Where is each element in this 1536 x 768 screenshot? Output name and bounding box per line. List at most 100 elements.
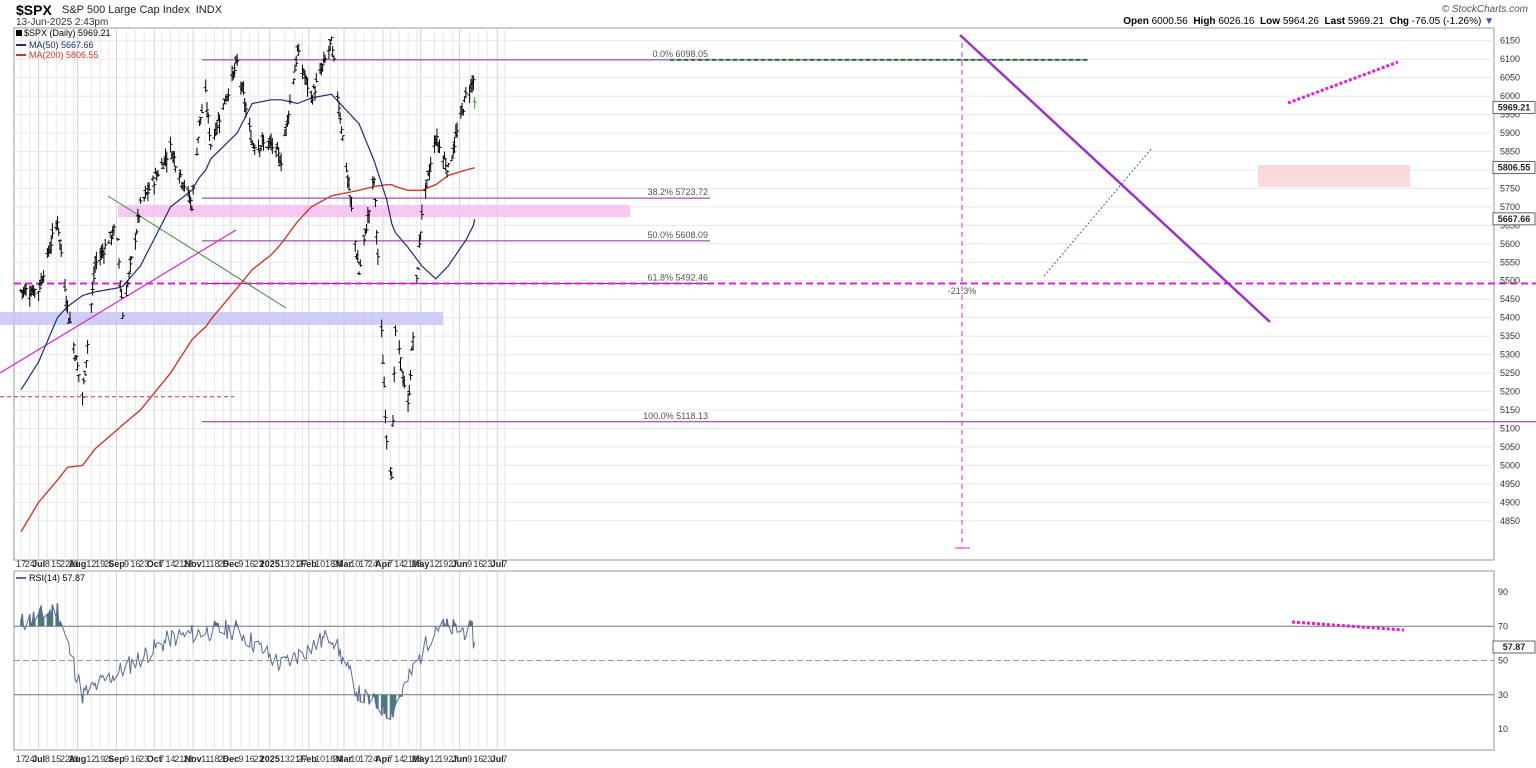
x-tick-label: 24 [333, 559, 343, 569]
x-tick-label-rsi: 10 [315, 754, 325, 764]
legend-rsi: RSI(14) 57.87 [29, 573, 85, 583]
axes: 17172424JulJul88151522222929AugAug121219… [16, 36, 1536, 764]
x-tick-label: 19 [438, 559, 448, 569]
x-tick-label-rsi: 24 [333, 754, 343, 764]
x-tick-label-rsi: Oct [147, 754, 162, 764]
legend-ma200: MA(200) 5806.55 [29, 50, 99, 60]
y-tick-label: 5050 [1500, 442, 1520, 452]
x-tick-label: 28 [183, 559, 193, 569]
resistance-zone-pink [118, 205, 630, 217]
x-tick-label-rsi: 17 [359, 754, 369, 764]
y-tick-label: 4950 [1500, 479, 1520, 489]
low-label: Low [1260, 16, 1281, 27]
ma200-badge: 5806.55 [1498, 163, 1531, 173]
high-label: High [1193, 16, 1216, 27]
chg-label: Chg [1389, 16, 1410, 27]
pink-uptrend-line [0, 229, 237, 374]
x-tick-label: Jul [491, 559, 504, 569]
x-tick-label-rsi: Nov [185, 754, 202, 764]
y-tick-label: 5650 [1500, 220, 1520, 230]
x-tick-label-rsi: 17 [16, 754, 26, 764]
x-tick-label-rsi: 24 [368, 754, 378, 764]
price-legend-swatch [16, 30, 22, 36]
x-tick-label-rsi: 11 [201, 754, 210, 764]
y-tick-label: 4900 [1500, 497, 1520, 507]
x-tick-label: 7 [159, 559, 164, 569]
open-label: Open [1123, 16, 1149, 27]
x-tick-label: 12 [429, 559, 439, 569]
y-tick-label: 5450 [1500, 294, 1520, 304]
y-tick-label: 5500 [1500, 276, 1520, 286]
x-tick-label: 7 [388, 559, 393, 569]
legend: $SPX (Daily) 5969.21 MA(50) 5667.66 MA(2… [16, 28, 111, 583]
x-tick-label: 25 [218, 559, 228, 569]
y-tick-label: 5900 [1500, 128, 1520, 138]
x-tick-label-rsi: 7 [159, 754, 164, 764]
x-tick-label: 9 [124, 559, 129, 569]
rsi-badge-box [1492, 640, 1536, 654]
drawdown-label: -21.3% [948, 286, 977, 296]
fib-label: 61.8% 5492.46 [647, 273, 708, 283]
x-tick-label: 16 [245, 559, 255, 569]
x-tick-label: Dec [223, 559, 240, 569]
zones [0, 165, 1410, 325]
last-label: Last [1324, 16, 1346, 27]
y-tick-label: 6150 [1500, 36, 1520, 46]
y-tick-label: 6000 [1500, 91, 1520, 101]
x-tick-label: 23 [482, 559, 492, 569]
y-tick-label: 5350 [1500, 331, 1520, 341]
x-tick-label-rsi: 13 [280, 754, 290, 764]
rsi-y-tick-label: 50 [1498, 656, 1508, 666]
chart-date: 13-Jun-2025 2:43pm [16, 17, 109, 28]
x-tick-label: 18 [210, 559, 220, 569]
x-tick-label: 17 [359, 559, 369, 569]
rsi-y-tick-label: 90 [1498, 587, 1508, 597]
x-tick-label-rsi: 27 [297, 754, 307, 764]
x-tick-label-rsi: 16 [473, 754, 483, 764]
x-tick-label-rsi: Aug [69, 754, 87, 764]
y-tick-label: 5850 [1500, 146, 1520, 156]
y-tick-label: 5250 [1500, 368, 1520, 378]
x-tick-label: Jun [452, 559, 468, 569]
high-value: 6026.16 [1218, 16, 1255, 27]
y-tick-label: 6050 [1500, 73, 1520, 83]
y-tick-label: 5750 [1500, 183, 1520, 193]
rsi-panel [14, 603, 1494, 721]
x-tick-label-rsi: 7 [502, 754, 507, 764]
ma200-badge-box [1492, 161, 1536, 175]
x-tick-label-rsi: 21 [403, 754, 413, 764]
x-tick-label-rsi: 12 [86, 754, 96, 764]
x-tick-label-rsi: 22 [60, 754, 70, 764]
x-tick-label-rsi: Apr [375, 754, 391, 764]
purple-downtrend-line [959, 34, 1271, 323]
open-value: 6000.56 [1151, 16, 1188, 27]
x-tick-label: Apr [375, 559, 391, 569]
exchange: INDX [195, 4, 223, 16]
x-tick-label: 14 [166, 559, 176, 569]
rsi-y-tick-label: 10 [1498, 724, 1508, 734]
x-tick-label-rsi: 16 [130, 754, 140, 764]
x-tick-label-rsi: 24 [25, 754, 35, 764]
x-tick-label: 21 [174, 559, 184, 569]
last-price-badge: 5969.21 [1498, 102, 1531, 112]
support-zone-red [1258, 165, 1410, 187]
chg-down-icon: ▼ [1484, 16, 1494, 27]
x-tick-label-rsi: 15 [51, 754, 61, 764]
y-tick-label: 5700 [1500, 202, 1520, 212]
rsi-y-tick-label: 70 [1498, 621, 1508, 631]
y-tick-label: 5550 [1500, 257, 1520, 267]
x-tick-label-rsi: 26 [104, 754, 114, 764]
x-tick-label-rsi: 23 [482, 754, 492, 764]
last-price-badge-box [1492, 100, 1536, 114]
x-tick-label-rsi: Sep [108, 754, 125, 764]
ma50-badge-box [1492, 212, 1536, 226]
ma200-line [20, 167, 475, 533]
last-value: 5969.21 [1347, 16, 1385, 27]
x-tick-label-rsi: 7 [388, 754, 393, 764]
x-tick-label-rsi: 9 [467, 754, 472, 764]
x-tick-label: 8 [45, 559, 50, 569]
credit[interactable]: © StockCharts.com [1441, 4, 1528, 15]
y-tick-label: 5100 [1500, 423, 1520, 433]
fib-label: 38.2% 5723.72 [647, 187, 708, 197]
